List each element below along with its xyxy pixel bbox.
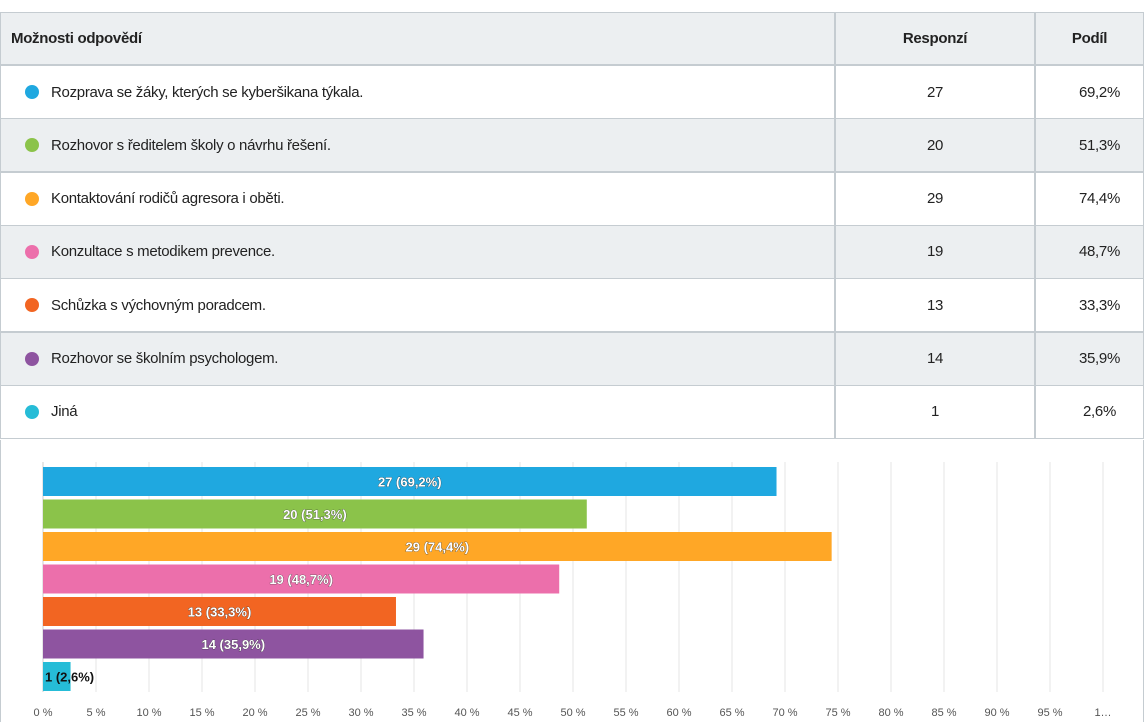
x-tick-label: 0 % [34, 707, 53, 719]
legend-dot [25, 404, 39, 419]
x-tick-label: 25 % [295, 707, 320, 719]
cell-text: Kontaktování rodičů agresora i oběti. [51, 190, 285, 208]
table-cell: 19 [835, 224, 1035, 279]
table-cell: 14 [835, 331, 1035, 386]
cell-text: 29 [926, 190, 944, 208]
table-cell: 48,7% [1035, 224, 1144, 279]
cell-text: 1 [930, 403, 940, 421]
table-cell: Konzultace s metodikem prevence. [0, 224, 835, 279]
x-tick-label: 30 % [348, 707, 373, 719]
table-cell: Kontaktování rodičů agresora i oběti. [0, 171, 835, 226]
cell-text: Rozhovor s ředitelem školy o návrhu řeše… [51, 136, 331, 154]
x-tick-label: 70 % [772, 707, 797, 719]
header-cell: Responzí [835, 12, 1035, 65]
bar-label: 20 (51,3%) [283, 507, 347, 522]
bar-label: 27 (69,2%) [378, 475, 442, 490]
x-tick-label: 45 % [507, 707, 532, 719]
cell-text: 27 [926, 83, 944, 101]
x-tick-label: 95 % [1037, 707, 1062, 719]
x-tick-label: 10 % [136, 707, 161, 719]
cell-text: 33,3% [1078, 296, 1121, 314]
table-cell: 69,2% [1035, 65, 1144, 119]
legend-dot [25, 85, 39, 99]
x-tick-label: 75 % [825, 707, 850, 719]
bar-label: 13 (33,3%) [188, 605, 252, 620]
x-tick-label: 80 % [878, 707, 903, 719]
legend-dot [25, 138, 39, 153]
cell-text: 74,4% [1078, 190, 1121, 208]
x-tick-label: 40 % [454, 707, 479, 719]
cell-text: 14 [926, 350, 944, 367]
x-tick-label: 65 % [719, 707, 744, 719]
table-cell: Rozhovor se školním psychologem. [0, 331, 835, 386]
header-cell: Podíl [1035, 12, 1144, 65]
table-cell: Schůzka s výchovným poradcem. [0, 278, 835, 333]
legend-dot [25, 244, 39, 259]
cell-text: Jiná [51, 403, 78, 421]
bar [43, 564, 560, 594]
bar-label: 29 (74,4%) [406, 540, 470, 555]
header-cell: Možnosti odpovědí [0, 12, 835, 65]
x-tick-label: 90 % [984, 707, 1009, 719]
bar [43, 597, 396, 626]
bar-label: 14 (35,9%) [201, 637, 265, 652]
table-cell: 27 [835, 65, 1035, 119]
table-cell: 2,6% [1035, 384, 1144, 439]
cell-text: 51,3% [1078, 136, 1121, 154]
cell-text: Schůzka s výchovným poradcem. [51, 296, 266, 314]
cell-text: Konzultace s metodikem prevence. [51, 243, 275, 261]
x-tick-label: 1… [1094, 707, 1111, 719]
cell-text: 69,2% [1078, 83, 1121, 101]
table-cell: 33,3% [1035, 278, 1144, 333]
x-tick-label: 20 % [242, 707, 267, 719]
chart: 0 % 5 % 10 % 15 % 20 % 25 % 30 % 35 % 40 % 45 % 50… [34, 462, 1112, 719]
x-tick-label: 55 % [613, 707, 638, 719]
cell-text: 35,9% [1078, 350, 1121, 367]
table-cell: 74,4% [1035, 171, 1144, 226]
legend-dot [25, 191, 39, 206]
table-cell: 20 [835, 118, 1035, 173]
table-cell: Rozprava se žáky, kterých se kyberšikana… [0, 65, 835, 119]
table-cell: 13 [835, 278, 1035, 333]
bar [43, 629, 424, 659]
bar-label: 19 (48,7%) [269, 572, 333, 587]
table-cell: 51,3% [1035, 118, 1144, 173]
x-tick-label: 15 % [189, 707, 214, 719]
cell-text: 13 [926, 296, 944, 314]
cell-text: 20 [926, 136, 944, 154]
bar [43, 662, 71, 691]
bar [43, 467, 777, 496]
cell-text: 19 [926, 243, 944, 261]
table-cell: Rozhovor s ředitelem školy o návrhu řeše… [0, 118, 835, 173]
legend-dot [25, 351, 39, 366]
bar-label: 1 (2,6%) [45, 670, 94, 685]
cell-text: Rozhovor se školním psychologem. [51, 350, 279, 367]
legend-dot [25, 298, 39, 313]
x-tick-label: 50 % [560, 707, 585, 719]
x-tick-label: 5 % [87, 707, 106, 719]
table-cell: Jiná [0, 384, 835, 439]
x-tick-label: 85 % [931, 707, 956, 719]
table-cell: 35,9% [1035, 331, 1144, 386]
x-tick-label: 60 % [666, 707, 691, 719]
cell-text: 48,7% [1078, 243, 1121, 261]
table-cell: 1 [835, 384, 1035, 439]
cell-text: 2,6% [1083, 403, 1116, 421]
bar [43, 532, 832, 561]
x-tick-label: 35 % [401, 707, 426, 719]
bar [43, 499, 587, 529]
cell-text: Rozprava se žáky, kterých se kyberšikana… [51, 83, 364, 101]
table-cell: 29 [835, 171, 1035, 226]
